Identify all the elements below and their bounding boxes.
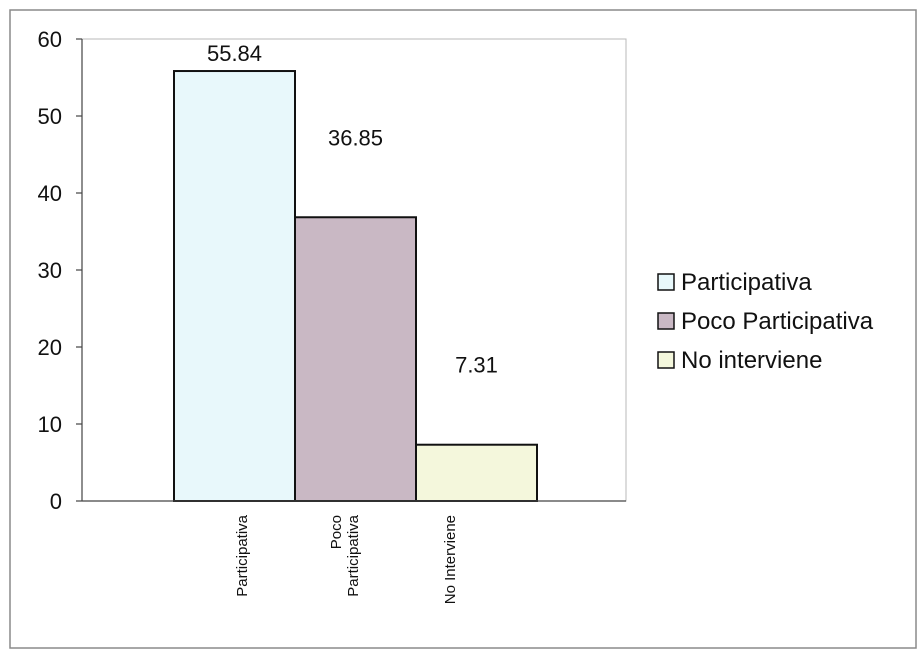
y-tick-label: 40	[38, 181, 62, 206]
x-tick-label: Participativa	[234, 514, 251, 596]
data-labels: 55.84 36.85 7.31	[207, 41, 498, 378]
x-category-label: Participativa	[234, 514, 251, 596]
legend-entry: Participativa	[681, 269, 812, 296]
y-tick-label: 10	[38, 412, 62, 437]
x-category-label: Poco Participativa	[328, 514, 362, 596]
data-label: 36.85	[328, 125, 383, 150]
legend: Participativa Poco Participativa No interv…	[657, 269, 874, 374]
legend-swatch	[657, 273, 675, 291]
x-tick-label: No Interviene	[442, 515, 459, 604]
bar-2	[294, 216, 417, 502]
y-tick-label: 50	[38, 104, 62, 129]
legend-swatch	[657, 312, 675, 330]
y-tick-label: 20	[38, 335, 62, 360]
x-tick-label: Participativa	[345, 514, 362, 596]
bars	[173, 70, 538, 503]
bar-1	[173, 70, 296, 502]
bar-3	[415, 443, 538, 503]
legend-entry: No interviene	[681, 347, 822, 374]
y-tick-label: 30	[38, 258, 62, 283]
legend-entry: Poco Participativa	[681, 308, 874, 335]
x-axis: Participativa Poco Participativa No Intervi…	[82, 500, 626, 604]
data-label: 7.31	[455, 353, 498, 378]
data-label: 55.84	[207, 41, 262, 66]
legend-swatch	[657, 351, 675, 369]
y-axis: 0 10 20 30 40 50 60	[38, 27, 83, 514]
y-tick-label: 60	[38, 27, 62, 52]
x-tick-label: Poco	[328, 515, 345, 549]
x-category-label: No Interviene	[442, 515, 459, 604]
y-tick-label: 0	[50, 489, 62, 514]
